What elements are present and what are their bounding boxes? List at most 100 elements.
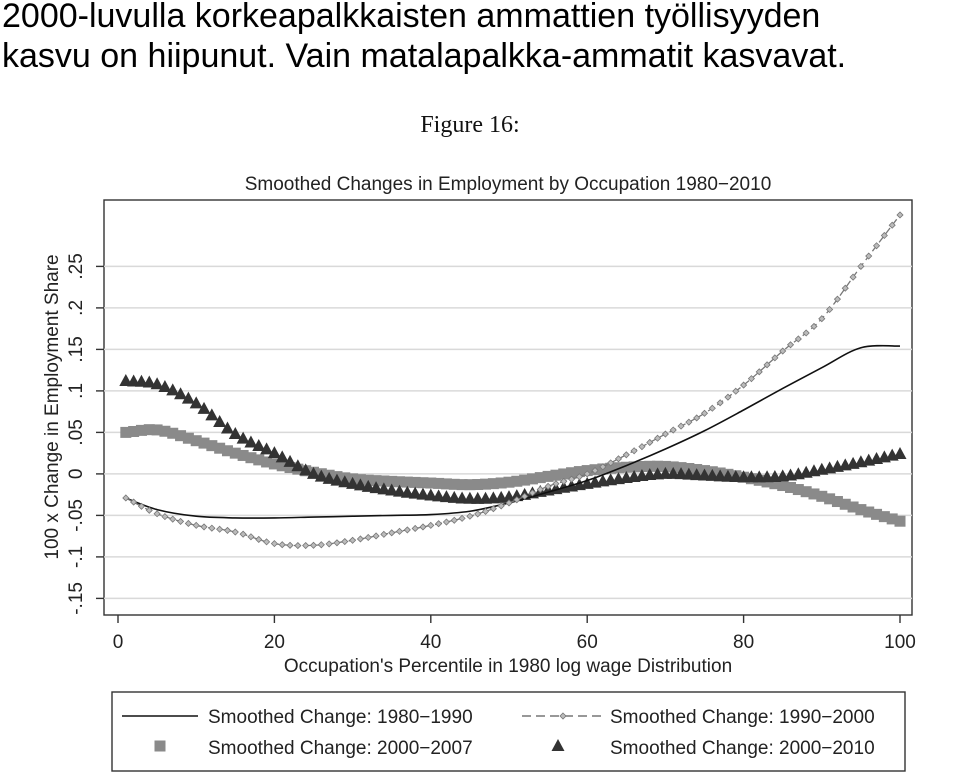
square-marker: [831, 496, 843, 508]
square-marker: [612, 462, 624, 474]
y-tick-label: 0: [66, 469, 87, 480]
diamond-marker: [176, 517, 185, 525]
legend-label: Smoothed Change: 2000−2007: [208, 738, 473, 759]
legend-label: Smoothed Change: 1980−1990: [208, 707, 473, 728]
square-marker: [284, 462, 296, 474]
diamond-marker: [497, 502, 505, 510]
figure-label: Figure 16:: [420, 112, 519, 138]
diamond-marker: [513, 496, 521, 504]
diamond-marker: [763, 361, 771, 369]
square-marker: [808, 488, 820, 500]
square-marker: [566, 467, 578, 479]
y-tick-label: .1: [66, 383, 87, 399]
y-axis: -.15 -.1 -.05 0 .05 .1 .15 .2 .25: [66, 253, 104, 615]
diamond-marker: [286, 541, 294, 549]
y-tick-label: -.1: [66, 546, 87, 568]
square-marker: [659, 460, 671, 472]
series-4: [119, 373, 907, 504]
diamond-marker: [450, 516, 458, 524]
triangle-marker: [150, 377, 164, 390]
triangle-marker: [322, 471, 336, 484]
square-marker: [128, 425, 140, 437]
diamond-marker: [559, 712, 567, 720]
x-tick-label: 40: [420, 632, 441, 653]
square-marker: [878, 511, 890, 523]
diamond-marker: [685, 418, 693, 426]
square-marker: [644, 460, 656, 472]
diamond-marker: [474, 510, 482, 518]
diamond-marker: [255, 535, 263, 544]
diamond-marker: [309, 541, 318, 549]
diamond-marker: [880, 231, 888, 240]
diamond-marker: [435, 520, 443, 528]
diamond-marker: [888, 221, 896, 229]
square-marker: [237, 449, 249, 461]
diamond-marker: [826, 305, 834, 314]
triangle-marker: [307, 466, 320, 479]
diamond-marker: [544, 482, 552, 490]
square-marker: [495, 477, 507, 489]
diamond-marker: [223, 526, 232, 534]
diamond-marker: [333, 539, 341, 547]
triangle-marker: [134, 374, 148, 387]
diamond-marker: [599, 463, 607, 471]
diamond-marker: [810, 322, 818, 330]
diamond-marker: [239, 530, 247, 538]
square-marker: [620, 461, 632, 473]
diamond-marker: [489, 505, 497, 513]
diamond-marker: [661, 430, 669, 438]
square-marker: [190, 435, 202, 447]
triangle-marker: [416, 487, 430, 500]
triangle-marker: [291, 459, 305, 472]
square-marker: [214, 442, 226, 454]
y-tick-label: .15: [66, 336, 87, 362]
triangle-marker: [142, 375, 156, 388]
y-tick-label: .25: [66, 253, 87, 279]
square-marker: [464, 479, 476, 491]
square-marker: [120, 426, 132, 438]
square-marker: [276, 460, 288, 472]
square-marker: [769, 478, 781, 490]
triangle-marker: [236, 431, 250, 444]
x-axis-label: Occupation's Percentile in 1980 log wage…: [284, 656, 732, 677]
legend: Smoothed Change: 1980−1990 Smoothed Chang…: [122, 707, 875, 759]
triangle-marker: [283, 454, 297, 467]
diamond-marker: [458, 514, 466, 522]
diamond-marker: [700, 409, 709, 417]
square-marker: [894, 515, 906, 527]
triangle-marker: [377, 482, 391, 495]
square-marker: [542, 470, 554, 482]
diamond-marker: [638, 443, 646, 451]
x-tick-label: 20: [264, 632, 285, 653]
diamond-marker: [693, 414, 701, 422]
square-marker: [526, 473, 538, 485]
diamond-marker: [677, 422, 685, 430]
square-marker: [182, 432, 194, 444]
diamond-marker: [849, 273, 857, 281]
square-marker: [221, 445, 233, 457]
triangle-marker: [181, 391, 195, 404]
triangle-marker: [424, 488, 438, 501]
square-marker: [253, 454, 265, 466]
square-marker: [472, 479, 484, 491]
triangle-marker: [252, 438, 266, 451]
square-marker: [417, 477, 429, 489]
diamond-marker: [169, 515, 177, 523]
x-tick-label: 100: [884, 632, 916, 653]
y-tick-label: .2: [66, 300, 87, 316]
square-marker: [386, 475, 398, 487]
triangle-marker: [275, 450, 289, 463]
diamond-marker: [356, 535, 364, 543]
chart-title: Smoothed Changes in Employment by Occupa…: [245, 174, 772, 195]
diamond-marker: [317, 541, 325, 549]
square-marker: [628, 461, 640, 473]
triangle-marker: [330, 473, 344, 486]
diamond-marker: [130, 498, 138, 506]
diamond-marker: [646, 438, 654, 447]
square-marker: [394, 476, 406, 488]
diamond-marker: [388, 529, 396, 537]
diamond-marker: [411, 524, 419, 533]
diamond-marker: [607, 459, 615, 467]
diamond-marker: [669, 426, 677, 434]
diamond-marker: [395, 527, 404, 535]
